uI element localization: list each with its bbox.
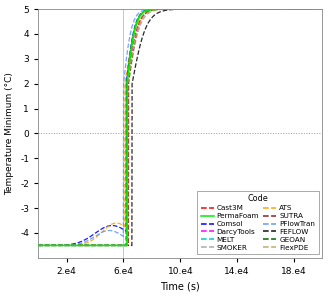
- Legend: Cast3M, PermaFoam, Comsol, DarcyTools, MELT, SMOKER, ATS, SUTRA, PFlowTran, FEFL: Cast3M, PermaFoam, Comsol, DarcyTools, M…: [197, 191, 319, 254]
- Y-axis label: Temperature Minimum (°C): Temperature Minimum (°C): [6, 72, 14, 195]
- X-axis label: Time (s): Time (s): [160, 282, 200, 291]
